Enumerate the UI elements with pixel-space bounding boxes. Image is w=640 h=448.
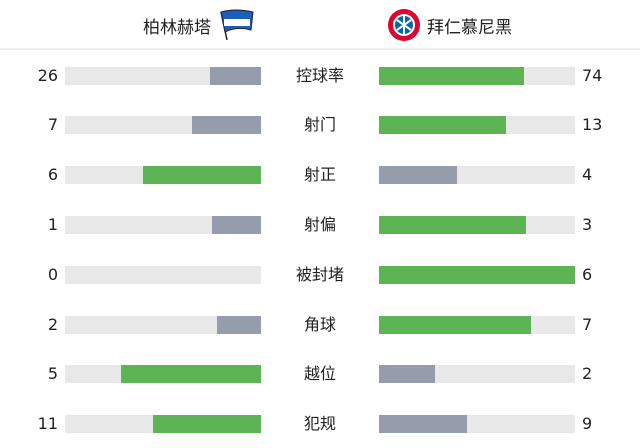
home-value: 6 [47,165,58,184]
stat-row: 7 射门 13 [0,115,640,135]
away-bar [379,116,575,134]
stat-row: 6 射正 4 [0,165,640,185]
away-bar-fill [379,166,458,184]
home-bar [65,166,261,184]
away-bar-fill [379,116,507,134]
away-value: 2 [582,364,593,383]
home-value: 11 [37,414,58,433]
home-bar-fill [143,166,261,184]
stat-row: 26 控球率 74 [0,66,640,86]
away-bar [379,166,575,184]
home-value: 5 [47,364,58,383]
away-bar [379,316,575,334]
stat-label: 控球率 [295,66,344,85]
home-bar-fill [153,415,261,433]
away-team-name: 拜仁慕尼黑 [427,17,512,38]
home-value: 2 [47,315,58,334]
away-bar-fill [379,365,435,383]
away-value: 9 [582,414,593,433]
stat-label: 射正 [303,165,336,184]
home-bar [65,67,261,85]
away-value: 3 [582,215,593,234]
stat-row: 0 被封堵 6 [0,265,640,285]
home-bar-fill [121,365,261,383]
stat-label: 越位 [303,364,336,383]
home-value: 26 [37,66,58,85]
home-bar-fill [212,216,261,234]
home-bar [65,116,261,134]
away-bar-fill [379,415,468,433]
home-bar-fill [217,316,261,334]
home-team-name: 柏林赫塔 [143,17,211,38]
stat-label: 射门 [303,115,336,134]
away-bar-fill [379,67,525,85]
home-value: 1 [47,215,58,234]
home-team[interactable]: 柏林赫塔 [143,8,255,42]
home-bar-fill [210,67,261,85]
home-bar [65,216,261,234]
stat-row: 1 射偏 3 [0,215,640,235]
away-value: 6 [582,265,593,284]
away-bar [379,415,575,433]
away-value: 7 [582,315,593,334]
home-bar [65,316,261,334]
stat-label: 角球 [303,315,336,334]
home-value: 7 [47,115,58,134]
stat-label: 被封堵 [295,265,344,284]
match-header: 柏林赫塔 拜仁慕尼黑 [0,0,640,50]
home-bar [65,365,261,383]
home-value: 0 [47,265,58,284]
away-value: 4 [582,165,593,184]
stat-row: 2 角球 7 [0,315,640,335]
home-bar-fill [192,116,261,134]
stat-label: 射偏 [303,215,336,234]
home-bar [65,415,261,433]
away-bar [379,266,575,284]
hertha-logo-icon [220,9,254,41]
bayern-logo-icon [388,9,420,41]
away-bar-fill [379,316,532,334]
home-bar [65,266,261,284]
away-bar-fill [379,216,526,234]
stat-label: 犯规 [303,414,336,433]
away-value: 74 [582,66,603,85]
stat-row: 11 犯规 9 [0,414,640,434]
away-bar [379,67,575,85]
away-team[interactable]: 拜仁慕尼黑 [387,8,512,42]
away-bar-fill [379,266,575,284]
stat-row: 5 越位 2 [0,364,640,384]
away-bar [379,216,575,234]
away-bar [379,365,575,383]
away-value: 13 [582,115,603,134]
